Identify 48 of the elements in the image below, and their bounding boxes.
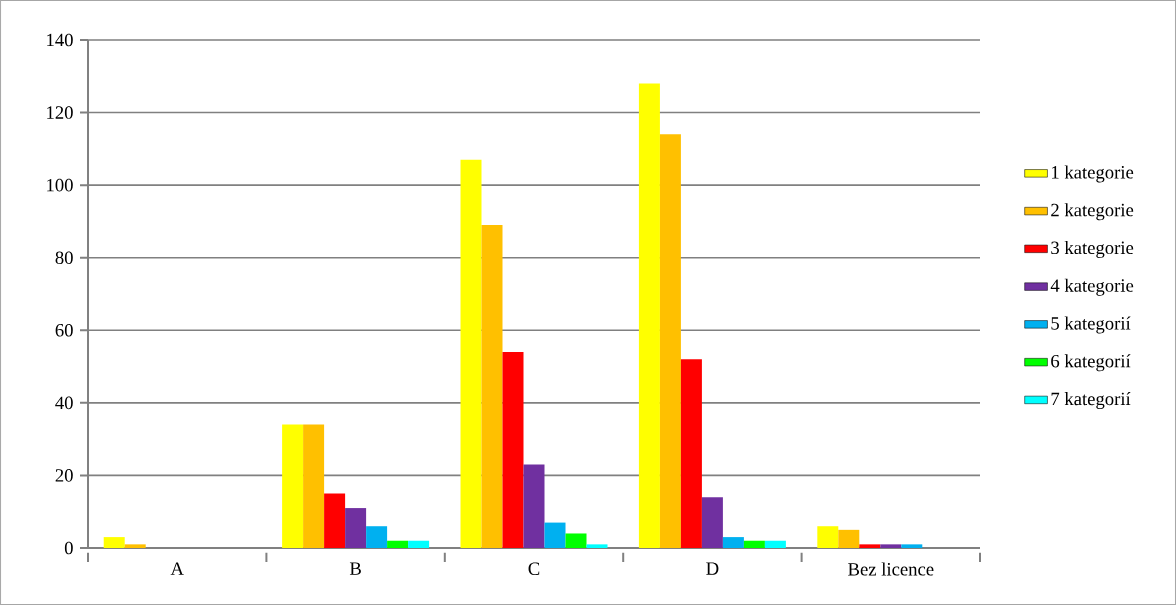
bar <box>701 497 723 548</box>
y-tick-label: 0 <box>64 541 73 555</box>
bar <box>124 544 146 548</box>
legend-label: 1 kategorie <box>1052 165 1134 183</box>
bar <box>901 544 923 548</box>
y-tick-label: 140 <box>47 33 73 47</box>
bar <box>282 424 304 548</box>
bar <box>764 540 786 548</box>
bar <box>638 83 660 548</box>
bar <box>743 540 765 548</box>
bar <box>838 529 860 548</box>
x-tick-label: A <box>170 562 184 575</box>
y-tick-label: 60 <box>55 323 73 337</box>
bar <box>481 225 503 548</box>
x-tick-label: Bez licence <box>848 562 934 576</box>
legend-label: 3 kategorie <box>1051 240 1134 258</box>
bar <box>460 159 482 548</box>
bar <box>859 544 881 548</box>
bar <box>817 526 839 548</box>
y-tick-label: 40 <box>55 396 73 410</box>
bar <box>659 134 681 548</box>
legend-label: 5 kategorií <box>1051 316 1131 334</box>
legend-label: 6 kategorií <box>1051 354 1131 372</box>
x-tick-label: B <box>349 562 361 575</box>
x-tick-label: C <box>528 562 540 576</box>
bar <box>880 544 902 548</box>
bar <box>586 544 608 548</box>
y-tick-label: 120 <box>47 106 73 119</box>
bar <box>722 537 744 548</box>
bar <box>366 526 388 548</box>
x-tick-label: D <box>706 562 719 575</box>
legend-label: 4 kategorie <box>1050 278 1134 296</box>
bar <box>303 424 325 548</box>
bar <box>345 508 367 548</box>
bar <box>544 522 566 548</box>
y-tick-label: 100 <box>47 178 73 192</box>
bar <box>408 540 430 548</box>
bar <box>103 537 125 548</box>
y-tick-label: 80 <box>55 251 73 264</box>
legend-label: 7 kategorií <box>1051 392 1131 410</box>
bar <box>387 540 409 548</box>
bar <box>502 352 524 548</box>
bar <box>680 359 702 548</box>
bar <box>523 464 545 548</box>
y-tick-label: 20 <box>55 469 73 482</box>
legend-label: 2 kategorie <box>1051 203 1134 221</box>
bar <box>565 533 587 548</box>
bar <box>324 493 346 548</box>
